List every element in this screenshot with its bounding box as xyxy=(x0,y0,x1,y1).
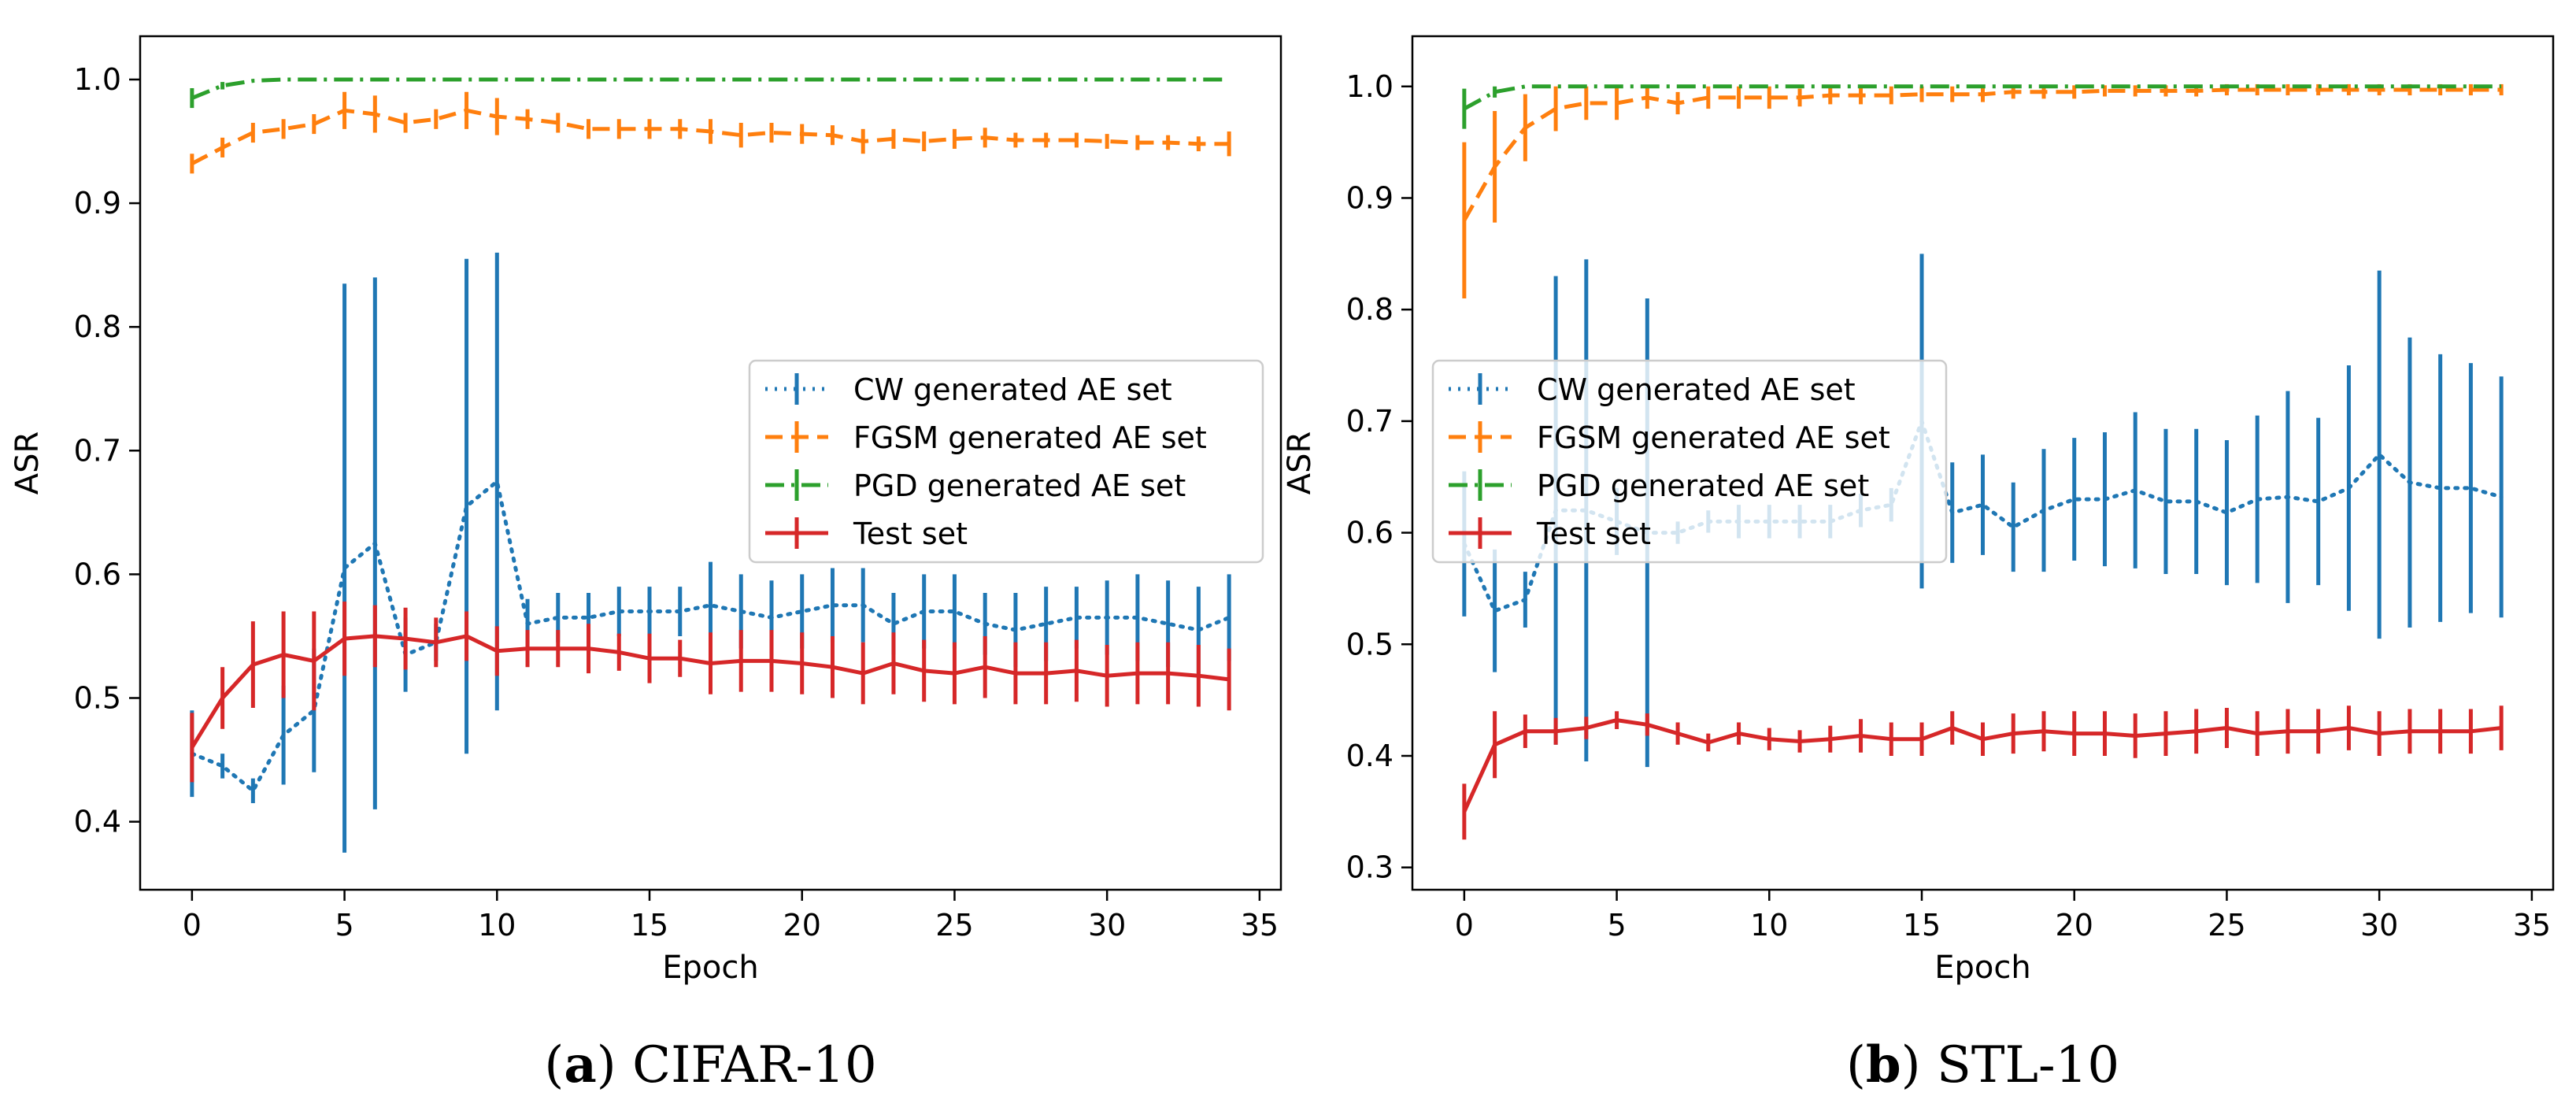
caption-letter: a xyxy=(564,1035,596,1094)
caption-dataset: STL-10 xyxy=(1937,1036,2119,1094)
x-tick-label: 15 xyxy=(631,908,668,942)
y-tick-label: 0.9 xyxy=(1346,180,1393,215)
x-tick-label: 35 xyxy=(2513,908,2551,942)
axes-frame xyxy=(139,35,1282,891)
x-tick-label: 0 xyxy=(1455,908,1474,942)
axes-frame xyxy=(1411,35,2555,891)
legend-label: Test set xyxy=(1536,517,1651,551)
x-axis-label: Epoch xyxy=(1934,950,2030,986)
panel-cifar10: 0 5 10 15 20 25 30 35 0.4 0.5 0.6 0.7 0.8 0.9 1.0 Epoch… xyxy=(9,35,1282,1094)
series-line xyxy=(191,108,1230,166)
y-tick-label: 0.7 xyxy=(1346,404,1393,439)
y-tick-label: 0.6 xyxy=(74,557,121,591)
legend-label: FGSM generated AE set xyxy=(1537,420,1890,455)
legend-box xyxy=(1431,359,1948,564)
y-axis-label: ASR xyxy=(9,431,46,495)
legend-item: Test set xyxy=(1449,517,1651,551)
y-tick-label: 1.0 xyxy=(1346,69,1393,104)
y-axis-label: ASR xyxy=(1282,431,1318,495)
series-line xyxy=(190,634,1230,749)
legend-item: FGSM generated AE set xyxy=(1449,420,1890,455)
y-tick-label: 0.7 xyxy=(74,433,121,468)
x-axis-label: Epoch xyxy=(662,950,758,986)
legend-item: Test set xyxy=(765,517,968,551)
legend-item: FGSM generated AE set xyxy=(765,420,1207,455)
x-tick-label: 30 xyxy=(1088,908,1126,942)
legend: CW generated AE set FGSM generated AE set… xyxy=(748,359,1264,564)
panel-caption: (a) CIFAR-10 xyxy=(544,1035,876,1094)
y-tick-label: 0.4 xyxy=(74,805,121,839)
x-tick-label: 20 xyxy=(2056,908,2093,942)
y-tick-label: 0.6 xyxy=(1346,516,1393,550)
series-pgd-generated-ae-set xyxy=(190,77,1230,109)
x-tick-label: 30 xyxy=(2360,908,2398,942)
series-line xyxy=(191,77,1230,100)
caption-paren-close: ) xyxy=(1901,1036,1937,1094)
y-tick-label: 0.8 xyxy=(1346,292,1393,327)
legend-label: PGD generated AE set xyxy=(853,468,1186,503)
panel-stl10: 0 5 10 15 20 25 30 35 0.3 0.4 0.5 0.6 0.7 0.8 0.9 1.0 Ep… xyxy=(1282,35,2555,1094)
series-line xyxy=(1463,84,2502,111)
x-tick-label: 0 xyxy=(183,908,202,942)
series-pgd-generated-ae-set xyxy=(1462,84,2502,129)
y-tick-label: 0.4 xyxy=(1346,739,1393,773)
x-tick-label: 5 xyxy=(1607,908,1626,942)
x-tick-label: 15 xyxy=(1903,908,1941,942)
y-tick-label: 0.5 xyxy=(1346,627,1393,661)
x-tick-label: 25 xyxy=(2208,908,2245,942)
y-tick-label: 0.9 xyxy=(74,186,121,220)
panel-caption: (b) STL-10 xyxy=(1846,1035,2119,1094)
y-tick-label: 0.3 xyxy=(1346,850,1393,885)
series-test-set xyxy=(190,601,1231,783)
x-tick-label: 25 xyxy=(935,908,973,942)
legend-label: CW generated AE set xyxy=(853,372,1172,407)
caption-letter: b xyxy=(1866,1035,1901,1094)
x-tick-label: 10 xyxy=(478,908,516,942)
legend-item: PGD generated AE set xyxy=(765,468,1186,503)
caption-paren-open: ( xyxy=(1846,1036,1866,1094)
legend: CW generated AE set FGSM generated AE set… xyxy=(1431,359,1948,564)
x-tick-label: 5 xyxy=(335,908,353,942)
series-line xyxy=(1462,718,2502,813)
y-tick-label: 0.5 xyxy=(74,680,121,715)
caption-paren-close: ) xyxy=(597,1036,632,1094)
x-tick-label: 20 xyxy=(783,908,821,942)
series-test-set xyxy=(1462,705,2504,840)
legend-label: FGSM generated AE set xyxy=(853,420,1207,455)
legend-item: CW generated AE set xyxy=(765,372,1172,407)
caption-dataset: CIFAR-10 xyxy=(632,1036,877,1094)
x-tick-label: 10 xyxy=(1750,908,1788,942)
legend-label: CW generated AE set xyxy=(1537,372,1856,407)
series-fgsm-generated-ae-set xyxy=(190,91,1231,174)
x-tick-label: 35 xyxy=(1241,908,1279,942)
legend-item: CW generated AE set xyxy=(1449,372,1856,407)
y-tick-label: 1.0 xyxy=(74,62,121,97)
series-fgsm-generated-ae-set xyxy=(1462,83,2504,298)
series-line xyxy=(1462,87,2502,222)
legend-label: PGD generated AE set xyxy=(1537,468,1869,503)
caption-paren-open: ( xyxy=(544,1036,564,1094)
y-tick-label: 0.8 xyxy=(74,309,121,344)
legend-item: PGD generated AE set xyxy=(1449,468,1869,503)
legend-box xyxy=(748,359,1264,564)
legend-label: Test set xyxy=(853,517,968,551)
